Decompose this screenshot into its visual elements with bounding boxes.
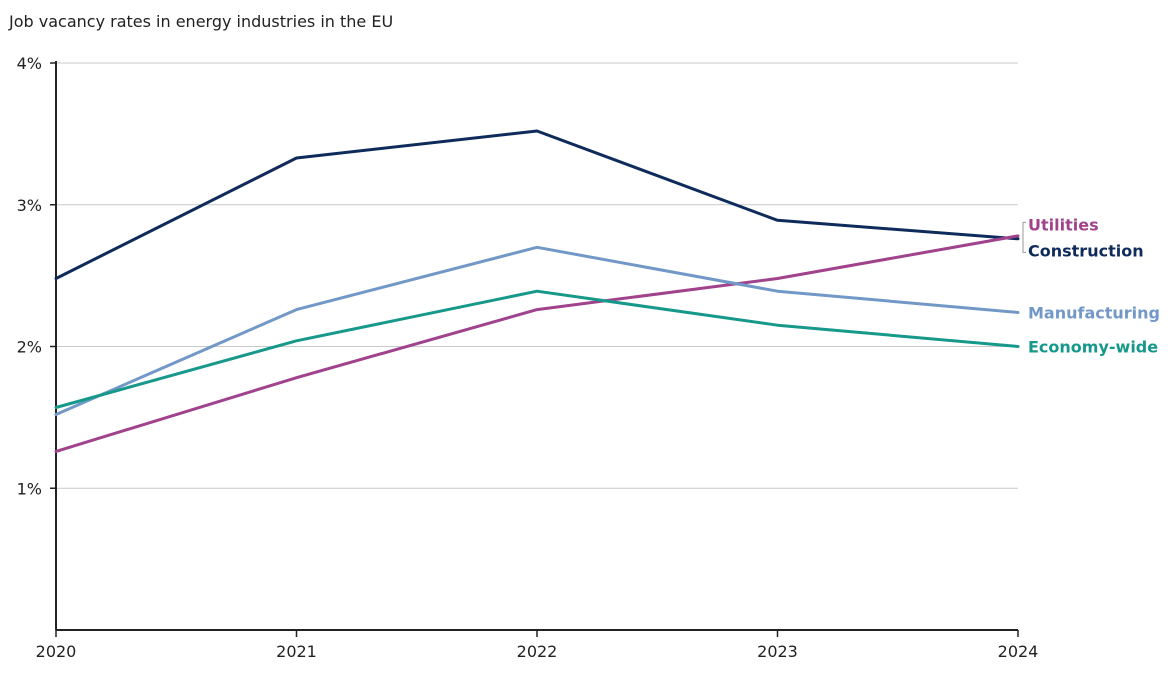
label-bracket: [1022, 221, 1026, 253]
y-tick-label: 2%: [17, 338, 42, 357]
series-line-manufacturing: [54, 245, 1020, 416]
series-line-utilities: [54, 234, 1020, 453]
series-line-economy-wide: [54, 289, 1020, 409]
y-tick-label: 4%: [17, 54, 42, 73]
x-tick-label: 2022: [517, 642, 558, 661]
series-label-manufacturing: Manufacturing: [1028, 303, 1160, 322]
axes: 1% 2% 3% 4% 2020 2021 2022 2023 2024: [17, 54, 1039, 661]
series-labels: Construction Utilities Manufacturing Econom…: [1022, 215, 1160, 357]
series-lines: [54, 129, 1020, 453]
grid-lines: [56, 62, 1018, 489]
series-label-construction: Construction: [1028, 241, 1144, 260]
x-tick-label: 2020: [36, 642, 77, 661]
series-label-economy-wide: Economy-wide: [1028, 338, 1158, 357]
y-tick-label: 1%: [17, 479, 42, 498]
chart-subtitle: Job vacancy rates in energy industries i…: [9, 12, 394, 31]
y-tick-label: 3%: [17, 196, 42, 215]
x-tick-label: 2023: [757, 642, 798, 661]
series-line-construction: [54, 129, 1020, 280]
series-label-utilities: Utilities: [1028, 215, 1099, 234]
x-tick-label: 2021: [276, 642, 317, 661]
x-tick-label: 2024: [998, 642, 1039, 661]
